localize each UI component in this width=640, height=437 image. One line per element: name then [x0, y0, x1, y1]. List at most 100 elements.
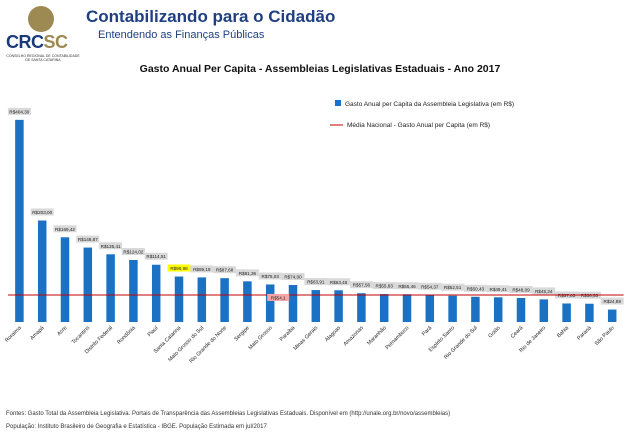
category-label-3: Tocantins [71, 325, 92, 346]
bar-11 [265, 284, 275, 322]
bar-5 [129, 259, 138, 322]
bar-13 [311, 290, 321, 322]
bar-6 [151, 264, 161, 322]
bar-24 [562, 303, 571, 322]
bar-4 [106, 254, 115, 322]
bar-22 [516, 297, 526, 322]
category-label-1: Amapá [29, 325, 45, 341]
bar-14 [334, 290, 343, 322]
logo-text: CRCSC [6, 32, 68, 52]
data-label-bg-5 [121, 247, 145, 255]
footer-population: População: Instituto Brasileiro de Geogr… [6, 424, 267, 430]
bar-21 [493, 297, 503, 322]
category-label-25: Paraná [576, 325, 593, 342]
bar-16 [379, 294, 389, 322]
category-label-17: Pernambuco [385, 325, 411, 351]
data-label-13: R$63,91 [307, 280, 325, 285]
data-label-bg-1 [30, 208, 54, 216]
data-label-bg-10 [235, 269, 259, 277]
legend-average-label: Média Nacional - Gasto Anual per Capita … [347, 122, 490, 129]
data-label-25: R$36,53 [581, 293, 599, 298]
category-label-13: Minas Gerais [293, 325, 320, 352]
data-label-15: R$57,56 [353, 283, 371, 288]
average-label: R$54,1 [271, 295, 286, 300]
data-label-0: R$404,30 [9, 109, 29, 114]
data-label-bg-19 [441, 283, 465, 291]
category-label-12: Paraíba [279, 325, 297, 343]
data-label-26: R$24,89 [604, 299, 622, 304]
bar-chart: Gasto Anual per Capita da Assembleia Leg… [4, 100, 624, 365]
bar-1 [37, 220, 47, 322]
data-label-bg-15 [349, 281, 373, 289]
chart-legend: Gasto Anual per Capita da Assembleia Leg… [330, 100, 514, 129]
bar-26 [607, 309, 617, 322]
data-label-bg-12 [281, 273, 305, 280]
data-label-19: R$52,51 [444, 285, 462, 290]
bar-10 [243, 281, 252, 322]
category-label-16: Maranhão [366, 325, 387, 346]
category-label-18: Pará [421, 325, 433, 337]
data-label-12: R$74,00 [284, 275, 302, 280]
data-label-bg-23 [532, 287, 556, 295]
data-label-8: R$89,19 [193, 267, 211, 272]
category-label-26: São Paulo [594, 325, 616, 347]
data-label-bg-9 [213, 266, 237, 274]
crcsc-logo: CRCSC CONSELHO REGIONAL DE CONTABILIDADE… [4, 4, 80, 62]
data-label-bg-13 [304, 278, 328, 286]
bar-9 [220, 278, 229, 322]
data-label-bg-11 [258, 272, 282, 280]
data-label-bg-3 [76, 235, 100, 243]
logo-caption: CONSELHO REGIONAL DE CONTABILIDADE DE SA… [6, 54, 80, 62]
data-label-bg-14 [327, 278, 351, 286]
data-label-20: R$50,43 [467, 286, 485, 291]
data-label-bg-7 [167, 264, 191, 272]
data-label-2: R$169,42 [55, 227, 75, 232]
page-title: Contabilizando para o Cidadão [86, 7, 336, 26]
bar-3 [83, 247, 93, 322]
data-label-bg-2 [53, 225, 77, 233]
bar-23 [539, 299, 549, 322]
legend-bar-swatch [335, 100, 341, 106]
category-label-15: Amazonas [343, 325, 365, 347]
data-label-23: R$45,24 [535, 289, 553, 294]
data-label-bg-16 [372, 282, 396, 290]
data-label-bg-21 [486, 285, 510, 293]
data-label-1: R$203,00 [32, 210, 52, 215]
data-label-10: R$81,36 [239, 271, 257, 276]
bar-25 [585, 303, 594, 322]
bar-20 [471, 296, 480, 322]
category-label-24: Bahia [556, 325, 570, 339]
data-label-6: R$114,51 [146, 254, 166, 259]
data-label-bg-0 [7, 107, 31, 115]
data-label-4: R$135,41 [101, 244, 121, 249]
data-label-bg-22 [509, 285, 533, 293]
category-label-22: Ceará [510, 325, 525, 340]
bar-12 [288, 285, 298, 322]
bar-18 [425, 294, 435, 322]
bar-8 [197, 277, 207, 322]
data-label-bg-20 [463, 284, 487, 292]
data-label-21: R$49,41 [490, 287, 508, 292]
bar-7 [174, 276, 184, 322]
legend-bar-label: Gasto Anual per Capita da Assembleia Leg… [345, 101, 514, 108]
data-label-7: R$90,98 [170, 266, 188, 271]
category-label-5: Rondônia [116, 325, 137, 346]
data-label-bg-8 [190, 265, 214, 273]
page-subtitle: Entendendo as Finanças Públicas [98, 29, 265, 41]
data-label-bg-17 [395, 282, 419, 290]
data-label-18: R$54,37 [421, 284, 439, 289]
data-label-bg-26 [600, 297, 624, 305]
category-label-6: Piauí [147, 325, 160, 338]
bar-15 [357, 293, 366, 322]
bar-17 [402, 294, 412, 322]
average-label-bg [267, 293, 290, 301]
data-label-14: R$63,45 [330, 280, 348, 285]
data-label-3: R$148,87 [78, 237, 98, 242]
data-label-17: R$55,46 [398, 284, 416, 289]
data-label-11: R$75,03 [262, 274, 280, 279]
data-label-bg-6 [144, 252, 168, 260]
bar-19 [448, 295, 457, 322]
category-label-10: Sergipe [233, 325, 250, 342]
footer-source: Fontes: Gasto Total da Assembleia Legisl… [6, 411, 451, 417]
data-label-24: R$37,03 [558, 293, 576, 298]
